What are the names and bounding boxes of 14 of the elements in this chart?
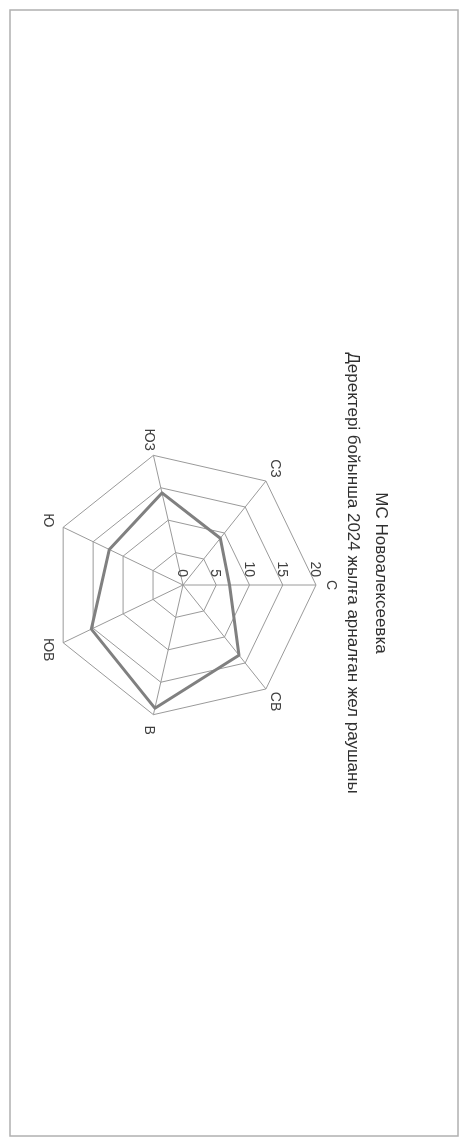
spoke-label: С	[324, 579, 340, 591]
spoke-label: СВ	[267, 691, 284, 712]
y-tick-label: 20	[308, 561, 324, 578]
y-tick-label: 0	[175, 569, 191, 578]
y-tick-label: 15	[274, 561, 291, 578]
y-tick-label: 5	[208, 569, 225, 578]
spoke-label: СЗ	[267, 459, 284, 478]
spoke-label: Ю	[40, 513, 57, 528]
text: Деректері бойынша 2024 жылға арналған жел раушаны	[344, 352, 363, 794]
text: МС Новоалексеевка	[372, 492, 391, 655]
spoke-label: ЮЗ	[141, 428, 158, 452]
spoke-label: ЮВ	[40, 637, 57, 662]
spoke-label: В	[141, 725, 158, 735]
y-tick-label: 10	[241, 561, 258, 578]
